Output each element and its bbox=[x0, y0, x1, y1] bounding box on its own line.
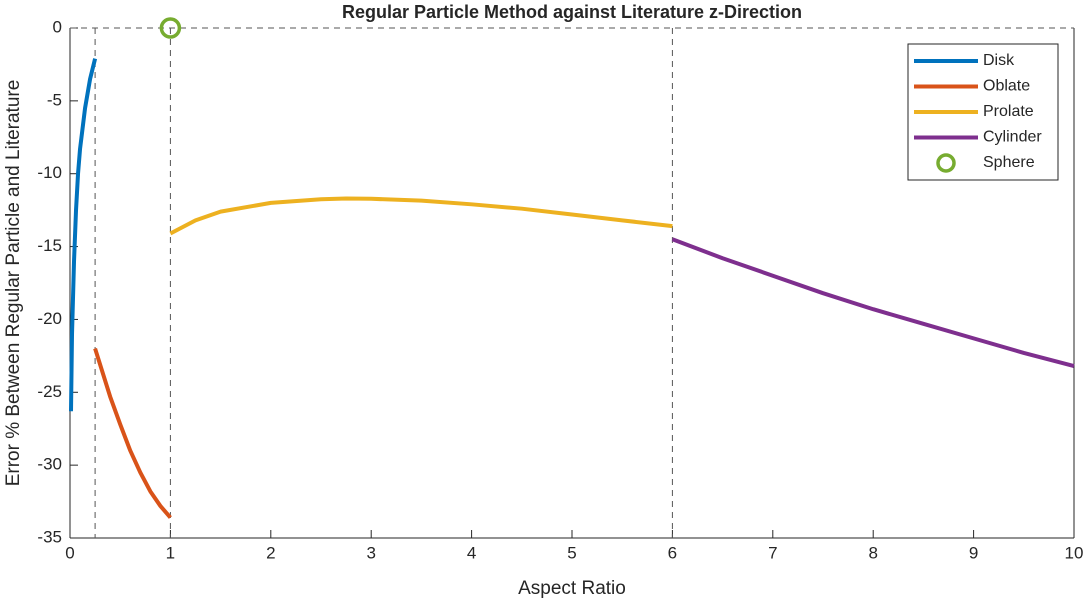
legend-label: Oblate bbox=[983, 78, 1030, 95]
legend-label: Prolate bbox=[983, 103, 1034, 120]
series-line bbox=[93, 347, 172, 519]
x-tick-label: 4 bbox=[467, 543, 476, 562]
series-line bbox=[671, 237, 1075, 368]
chart-title: Regular Particle Method against Literatu… bbox=[342, 2, 802, 22]
legend-label: Sphere bbox=[983, 154, 1035, 171]
y-tick-label: -15 bbox=[37, 236, 62, 255]
x-axis-label: Aspect Ratio bbox=[518, 578, 626, 599]
legend-label: Cylinder bbox=[983, 129, 1042, 146]
y-tick-label: -35 bbox=[37, 527, 62, 546]
y-tick-label: -10 bbox=[37, 163, 62, 182]
y-axis-label: Error % Between Regular Particle and Lit… bbox=[3, 80, 24, 487]
x-tick-label: 5 bbox=[567, 543, 576, 562]
x-tick-label: 0 bbox=[65, 543, 74, 562]
legend-label: Disk bbox=[983, 52, 1015, 69]
x-tick-label: 3 bbox=[366, 543, 375, 562]
x-tick-label: 2 bbox=[266, 543, 275, 562]
y-tick-label: -25 bbox=[37, 382, 62, 401]
x-tick-label: 10 bbox=[1065, 543, 1084, 562]
series-line bbox=[169, 196, 673, 236]
y-tick-label: 0 bbox=[53, 17, 62, 36]
y-tick-label: -5 bbox=[47, 90, 62, 109]
x-tick-label: 1 bbox=[166, 543, 175, 562]
marker bbox=[159, 17, 182, 39]
x-tick-label: 7 bbox=[768, 543, 777, 562]
y-tick-label: -30 bbox=[37, 455, 62, 474]
x-tick-label: 8 bbox=[868, 543, 877, 562]
y-tick-label: -20 bbox=[37, 309, 62, 328]
legend-swatch bbox=[936, 153, 956, 173]
x-tick-label: 6 bbox=[668, 543, 677, 562]
x-tick-label: 9 bbox=[969, 543, 978, 562]
series-line bbox=[69, 58, 98, 412]
